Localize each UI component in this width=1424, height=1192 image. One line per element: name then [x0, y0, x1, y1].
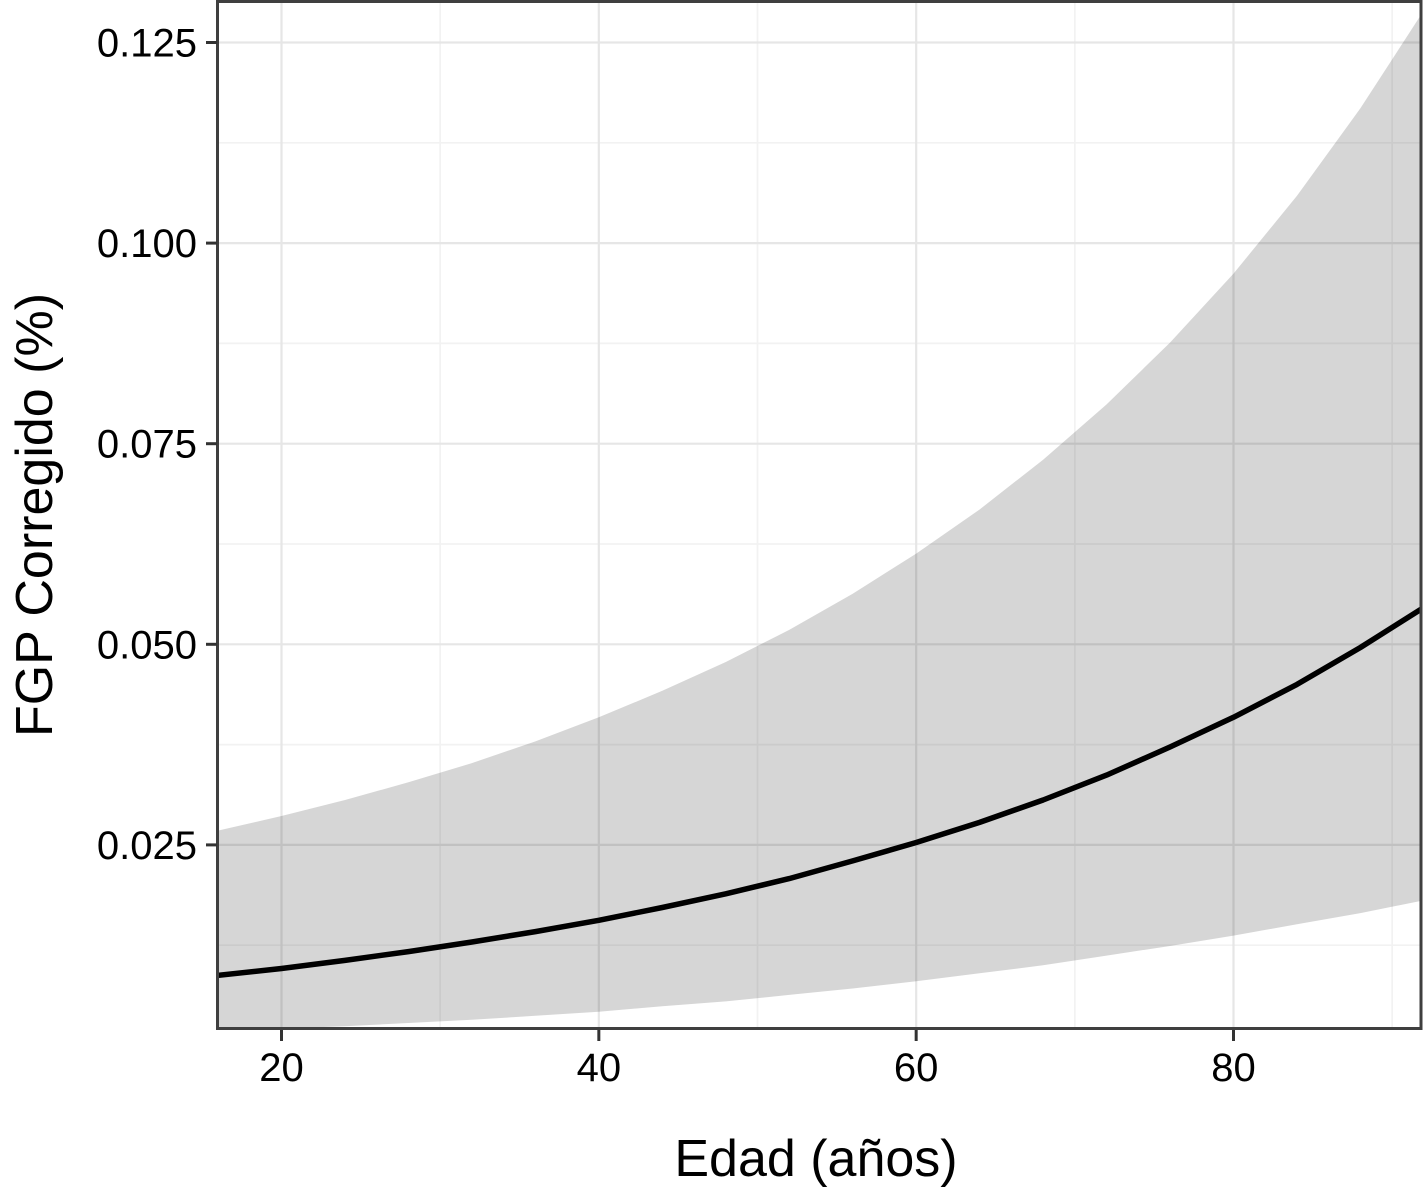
y-tick-label-0.075: 0.075	[97, 423, 197, 467]
x-axis-title: Edad (años)	[674, 1130, 957, 1188]
plot-panel	[219, 3, 1420, 1027]
x-tick-label-20: 20	[259, 1046, 304, 1090]
y-tick-label-0.025: 0.025	[97, 824, 197, 868]
y-tick-label-0.125: 0.125	[97, 22, 197, 66]
y-tick-label-0.100: 0.100	[97, 222, 197, 266]
fitted-line	[219, 606, 1420, 979]
axis-ticks	[206, 41, 1236, 1041]
confidence-ribbon	[219, 16, 1420, 1027]
minor-gridlines	[219, 3, 1420, 1027]
y-axis-tick-labels: 0.025 0.050 0.075 0.100 0.125	[97, 22, 197, 868]
panel-border	[216, 0, 1423, 1030]
x-tick-label-60: 60	[894, 1046, 939, 1090]
y-tick-label-0.050: 0.050	[97, 623, 197, 667]
x-tick-label-80: 80	[1211, 1046, 1256, 1090]
x-axis-tick-labels: 20 40 60 80	[259, 1046, 1256, 1090]
y-axis-title: FGP Corregido (%)	[6, 293, 64, 737]
major-gridlines	[219, 3, 1420, 1027]
x-tick-label-40: 40	[577, 1046, 622, 1090]
